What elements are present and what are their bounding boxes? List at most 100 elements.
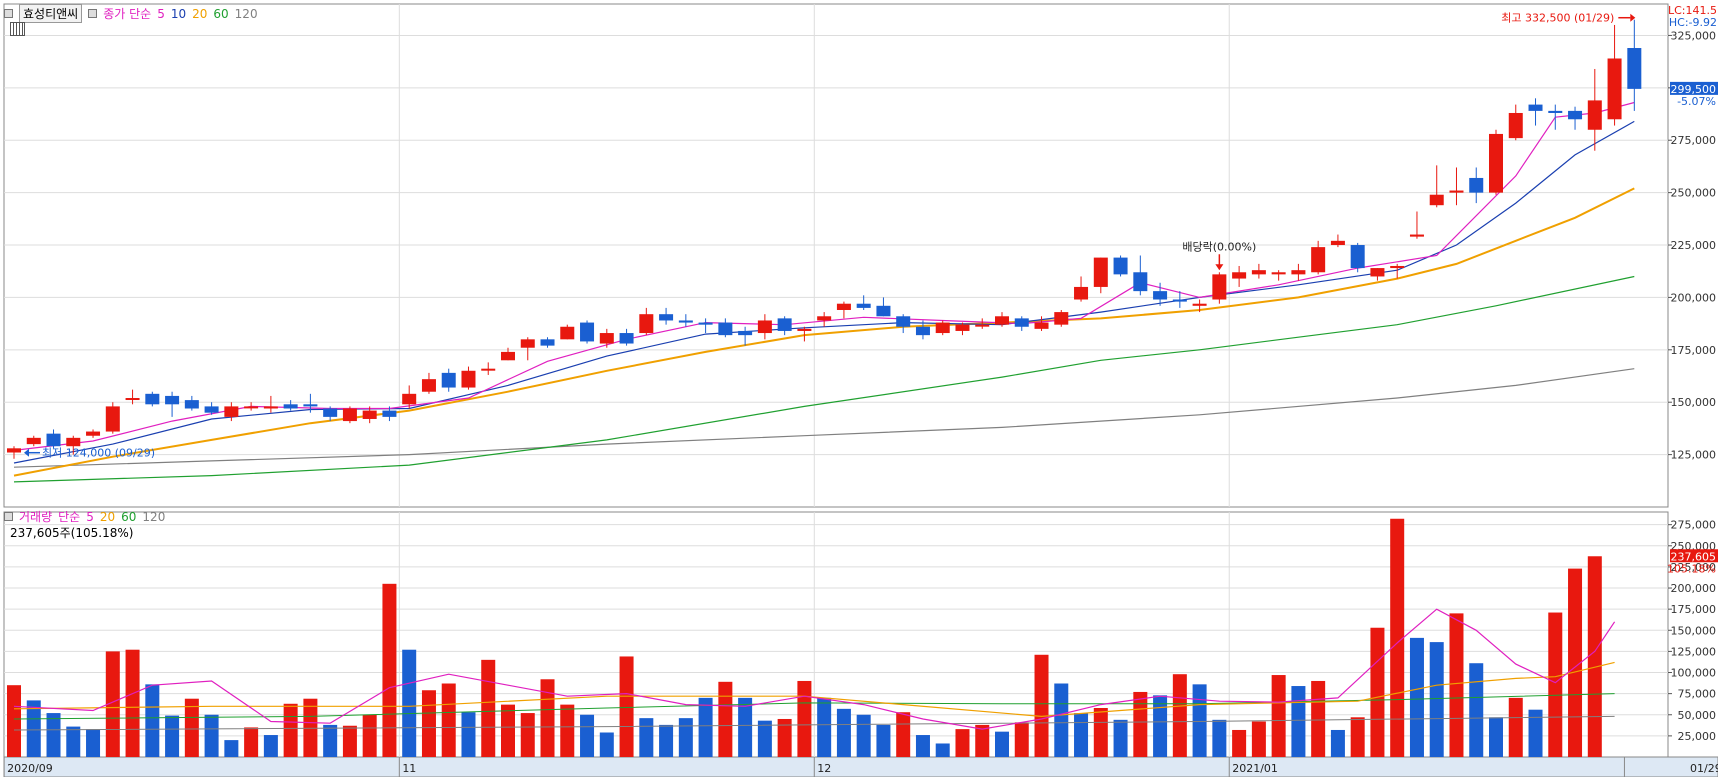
candle-body <box>184 400 199 409</box>
dividend-annotation: 배당락(0.00%) <box>1182 240 1256 253</box>
volume-bar <box>402 649 417 757</box>
volume-tick-label: 125,000 <box>1671 645 1717 658</box>
candle-body <box>303 404 318 407</box>
candle-body <box>718 322 733 336</box>
volume-bar <box>1311 680 1326 757</box>
price-tick-label: 150,000 <box>1671 396 1717 409</box>
volume-bar <box>915 735 930 757</box>
candle-body <box>1409 234 1424 237</box>
volume-bar <box>1172 674 1187 757</box>
volume-bar <box>580 714 595 757</box>
volume-bar <box>1489 717 1503 757</box>
volume-bar <box>1370 627 1385 757</box>
volume-bar <box>995 731 1009 757</box>
x-axis-bar <box>3 756 1718 778</box>
candle-body <box>1232 272 1247 279</box>
volume-tick-label: 150,000 <box>1671 624 1717 637</box>
candle-body <box>204 406 219 413</box>
volume-bar <box>1587 556 1602 757</box>
volume-bar <box>26 700 41 757</box>
candle-body <box>1054 312 1069 325</box>
price-tick-label: 325,000 <box>1671 29 1717 42</box>
candle-body <box>876 305 891 317</box>
candle-body <box>757 320 772 334</box>
volume-label[interactable]: 거래량 <box>19 510 53 524</box>
x-axis-label: 11 <box>402 762 416 775</box>
volume-bar <box>1390 518 1405 757</box>
price-ma-60: 60 <box>213 6 229 21</box>
price-ma-label[interactable]: 종가 단순 <box>103 7 152 21</box>
candle-body <box>441 372 456 388</box>
price-ma120-line <box>13 368 1635 468</box>
volume-ma20-line <box>13 661 1615 718</box>
candle-body <box>244 406 259 409</box>
volume-bar <box>856 714 871 757</box>
price-tag: 299,500 <box>1671 83 1717 96</box>
price-tick-label: 275,000 <box>1671 134 1717 147</box>
volume-panel-header: 거래량 단순 5 20 60 120 <box>4 508 165 525</box>
candle-body <box>1133 272 1148 292</box>
price-tick-label: 225,000 <box>1671 239 1717 252</box>
candle-body <box>283 404 298 409</box>
candle-body <box>639 314 654 334</box>
volume-bar <box>145 684 160 757</box>
volume-toggle-icon[interactable] <box>4 512 13 521</box>
volume-bar <box>738 697 753 757</box>
candle-body <box>145 393 160 405</box>
candle-body <box>481 368 496 371</box>
candle-body <box>501 351 515 361</box>
volume-bar <box>678 718 693 757</box>
volume-ma-label[interactable]: 단순 <box>58 510 81 524</box>
volume-bar <box>204 714 219 757</box>
volume-bar <box>1074 713 1089 757</box>
volume-ma120-line <box>13 715 1615 731</box>
low-annotation: 최저 124,000 (09/29) <box>42 447 155 460</box>
candle-body <box>955 324 970 331</box>
volume-bar <box>481 659 496 757</box>
candle-body <box>165 395 180 405</box>
volume-bar <box>757 720 772 757</box>
x-axis-label: 01/29 <box>1690 762 1718 775</box>
volume-bar <box>817 697 832 757</box>
candle-body <box>1113 257 1128 275</box>
candle-body <box>224 406 239 417</box>
lc-readout: LC:141.5 <box>1668 4 1717 17</box>
candle-body <box>738 330 753 336</box>
volume-bar <box>362 714 377 757</box>
panel-toggle-icon[interactable] <box>4 9 13 18</box>
candle-body <box>1508 112 1523 139</box>
volume-bar <box>955 729 970 757</box>
candle-body <box>323 408 338 417</box>
candle-body <box>1074 286 1089 300</box>
stock-name[interactable]: 효성티앤씨 <box>19 4 83 23</box>
candle-body <box>1034 322 1049 329</box>
price-tick-label: 200,000 <box>1671 291 1717 304</box>
volume-tick-label: 200,000 <box>1671 582 1717 595</box>
candle-body <box>560 326 575 340</box>
price-tick-label: 250,000 <box>1671 187 1717 200</box>
volume-bar <box>1508 697 1523 757</box>
volume-bar <box>1014 722 1029 757</box>
calendar-icon[interactable] <box>10 22 25 36</box>
candle-body <box>975 324 990 327</box>
volume-tick-label: 75,000 <box>1678 688 1717 701</box>
candle-body <box>382 410 397 417</box>
volume-bar <box>1034 654 1049 757</box>
candle-body <box>263 406 278 409</box>
candle-body <box>1528 104 1543 111</box>
price-change: -5.07% <box>1677 95 1716 108</box>
volume-bar <box>421 690 436 757</box>
candle-body <box>1212 274 1227 300</box>
volume-bar <box>1054 683 1069 757</box>
price-tick-label: 175,000 <box>1671 344 1717 357</box>
candle-body <box>421 379 436 392</box>
price-tag-box <box>1670 81 1718 95</box>
ma-toggle-icon[interactable] <box>88 9 98 18</box>
price-tick-label: 125,000 <box>1671 449 1717 462</box>
volume-bar <box>1232 729 1247 757</box>
volume-bar <box>619 656 634 757</box>
candle-body <box>1350 245 1365 269</box>
candle-body <box>836 303 851 310</box>
volume-bar <box>244 727 259 757</box>
candle-body <box>540 339 555 346</box>
